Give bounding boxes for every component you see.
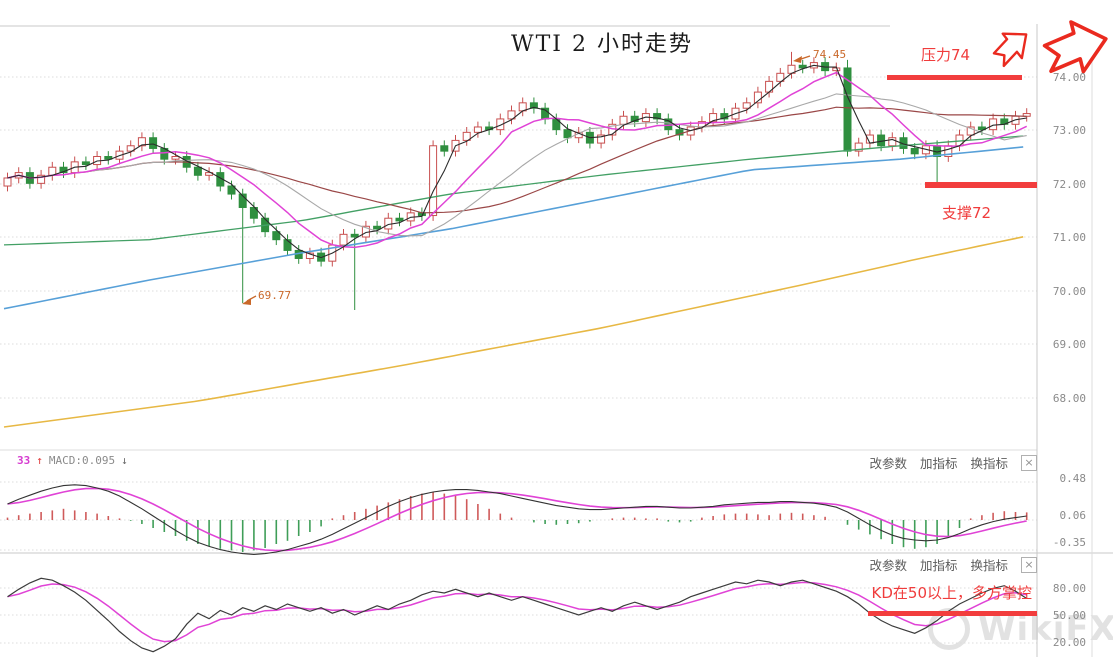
main-axis-tick: 72.00 [1052, 178, 1086, 191]
macd-close-icon[interactable]: × [1021, 454, 1037, 471]
kd-k-line [7, 577, 1028, 653]
panel-borders [0, 24, 1113, 657]
macd-switch-indicator-button[interactable]: 换指标 [970, 456, 1008, 471]
main-axis-tick: 69.00 [1052, 338, 1086, 351]
trend-arrows [992, 20, 1108, 74]
main-axis-tick: 68.00 [1052, 392, 1086, 405]
ma-line-magenta [7, 71, 1028, 249]
macd-diff-value: 33 [17, 454, 31, 467]
macd-axis-tick: 0.48 [1059, 472, 1087, 485]
macd-dea-line [7, 487, 1027, 552]
resistance-label: 压力74 [921, 46, 971, 64]
macd-axis-tick: 0.06 [1059, 509, 1087, 522]
watermark: WikiFX [928, 608, 1113, 650]
macd-change-params-button[interactable]: 改参数 [869, 456, 907, 471]
low-price-tag: 69.77 [258, 289, 292, 302]
annotation-arrows [242, 55, 811, 305]
kd-switch-indicator-button[interactable]: 换指标 [970, 558, 1008, 573]
kd-panel [7, 577, 1028, 653]
main-axis-tick: 70.00 [1052, 285, 1086, 298]
macd-panel [6, 484, 1028, 555]
kd-50-line [868, 611, 1037, 616]
main-axis-tick: 74.00 [1052, 71, 1086, 84]
ma-line-black [7, 64, 1027, 259]
kd-toolbar: 改参数 加指标 换指标 × [869, 555, 1037, 574]
support-line [925, 182, 1037, 188]
resistance-line [887, 75, 1022, 80]
macd-value: MACD:0.095 [48, 454, 116, 467]
down-arrow-icon: ↓ [121, 454, 128, 467]
level-lines [868, 75, 1037, 616]
up-right-arrow-icon-small [992, 32, 1028, 68]
gridlines [0, 76, 1037, 644]
kd-change-params-button[interactable]: 改参数 [869, 558, 907, 573]
ma-line-green [3, 135, 1024, 246]
macd-add-indicator-button[interactable]: 加指标 [919, 456, 958, 471]
ma-line-orange [3, 236, 1024, 428]
up-arrow-icon: ↑ [36, 454, 43, 467]
ma-line-brown [7, 106, 1027, 214]
macd-diff-line [7, 484, 1027, 555]
ma-line-blue [3, 146, 1024, 310]
support-label: 支撑72 [942, 204, 992, 222]
kd-note: KD在50以上，多方掌控 [871, 584, 1032, 602]
kd-add-indicator-button[interactable]: 加指标 [919, 558, 958, 573]
macd-axis-tick: -0.35 [1052, 536, 1086, 549]
ma-line-gray [7, 93, 1027, 237]
up-right-arrow-icon-large [1042, 20, 1108, 74]
high-price-tag: 74.45 [813, 48, 847, 61]
kd-close-icon[interactable]: × [1021, 556, 1037, 573]
ma-lines [3, 64, 1028, 428]
chart-title: WTI 2 小时走势 [511, 32, 693, 57]
macd-toolbar: 改参数 加指标 换指标 × [869, 453, 1037, 472]
kd-axis-tick: 20.00 [1052, 636, 1086, 649]
kd-axis-tick: 80.00 [1052, 582, 1086, 595]
main-axis-tick: 73.00 [1052, 124, 1086, 137]
kd-d-line [7, 581, 1027, 643]
main-axis-tick: 71.00 [1052, 231, 1086, 244]
candles [3, 51, 1031, 311]
kd-axis-tick: 50.00 [1052, 609, 1086, 622]
macd-value-readout: 33 ↑ MACD:0.095 ↓ [17, 454, 128, 467]
